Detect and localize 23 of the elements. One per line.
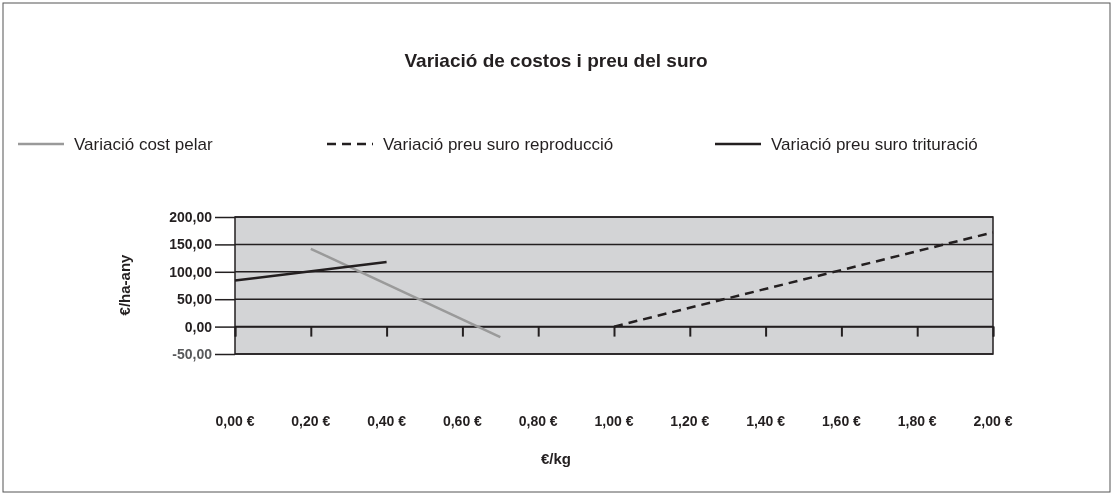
legend-label: Variació preu suro trituració <box>771 135 978 154</box>
x-tick-label: 0,80 € <box>518 413 558 429</box>
y-tick-label: 100,00 <box>169 263 213 280</box>
x-tick-label: 1,80 € <box>897 413 937 429</box>
x-tick-label: 2,00 € <box>973 413 1013 429</box>
x-tick-label: 1,40 € <box>746 413 786 429</box>
y-axis-title: €/ha-any <box>116 253 133 316</box>
x-tick-label: 1,60 € <box>821 413 862 429</box>
x-tick-label: 0,40 € <box>367 413 407 429</box>
y-tick-label: 50,00 <box>176 291 213 308</box>
y-tick-label: -50,00 <box>172 345 213 362</box>
chart-title: Variació de costos i preu del suro <box>404 50 708 71</box>
x-axis-title: €/kg <box>540 450 572 467</box>
x-tick-label: 1,00 € <box>594 413 634 429</box>
x-tick-label: 1,20 € <box>670 413 710 429</box>
x-tick-label: 0,20 € <box>291 413 331 429</box>
y-tick-label: 200,00 <box>169 208 213 225</box>
x-tick-label: 0,00 € <box>215 413 255 429</box>
y-tick-label: 0,00 <box>184 318 213 335</box>
x-tick-label: 0,60 € <box>442 413 483 429</box>
y-tick-label: 150,00 <box>169 236 213 253</box>
legend-label: Variació preu suro reproducció <box>383 135 614 154</box>
legend-label: Variació cost pelar <box>74 135 213 154</box>
